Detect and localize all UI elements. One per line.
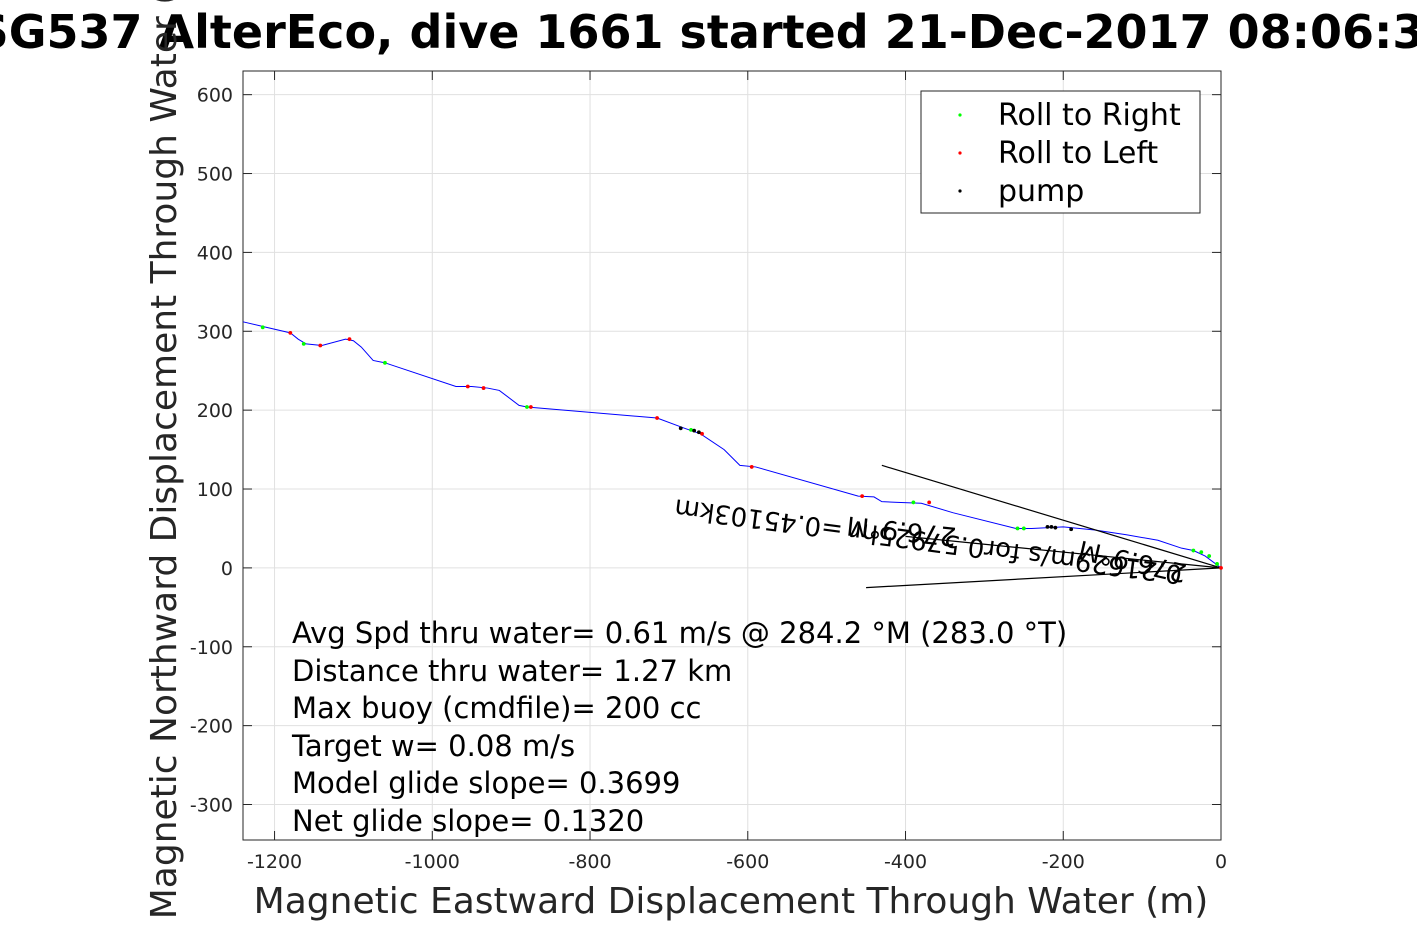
roll-right-point-9 bbox=[525, 405, 529, 409]
y-tick-label-2: -100 bbox=[190, 637, 233, 659]
x-tick-label-2: -800 bbox=[568, 851, 611, 873]
annotation-avg-speed: Avg Spd thru water= 0.61 m/s @ 284.2 °M … bbox=[292, 616, 1067, 650]
roll-right-point-11 bbox=[689, 427, 693, 432]
y-tick-label-4: 100 bbox=[197, 479, 233, 501]
roll-right-point-6 bbox=[911, 500, 916, 505]
annotation-line-1 bbox=[866, 567, 1222, 589]
annotation-distance: Distance thru water= 1.27 km bbox=[292, 654, 732, 688]
y-tick-label-3: 0 bbox=[221, 558, 233, 580]
points-layer bbox=[260, 325, 1223, 570]
annotation-net-glide: Net glide slope= 0.1320 bbox=[292, 804, 644, 838]
x-tick-label-5: -200 bbox=[1042, 851, 1085, 873]
pump-point-5 bbox=[692, 428, 697, 433]
pump-point-1 bbox=[1049, 524, 1054, 529]
y-tick-label-5: 200 bbox=[197, 400, 233, 422]
annotation-lines bbox=[866, 464, 1222, 589]
roll-left-point-2 bbox=[860, 494, 865, 499]
roll-left-point-9 bbox=[318, 343, 323, 348]
roll-left-point-8 bbox=[288, 330, 293, 335]
grid-lines bbox=[243, 71, 1222, 840]
annotation-target-w: Target w= 0.08 m/s bbox=[291, 729, 575, 763]
roll-right-point-8 bbox=[301, 341, 306, 346]
y-axis-label: Magnetic Northward Displacement Through … bbox=[144, 0, 185, 919]
pump-point-3 bbox=[1069, 527, 1074, 532]
x-tick-label-1: -1000 bbox=[405, 851, 460, 873]
x-axis-label: Magnetic Eastward Displacement Through W… bbox=[254, 881, 1209, 922]
legend-label-roll-left: Roll to Left bbox=[998, 136, 1158, 171]
roll-left-point-10 bbox=[700, 431, 704, 436]
y-tick-label-8: 500 bbox=[197, 164, 233, 186]
roll-left-point-7 bbox=[347, 337, 352, 342]
roll-left-point-5 bbox=[481, 386, 486, 390]
legend-marker-pump bbox=[958, 189, 962, 193]
roll-right-point-10 bbox=[260, 325, 265, 330]
axis-ticks: -1200 -1000 -800 -600 -400 -200 0-300-200-1000… bbox=[190, 71, 1227, 873]
roll-right-point-3 bbox=[1191, 548, 1196, 553]
pump-point-2 bbox=[1053, 525, 1058, 530]
y-tick-label-9: 600 bbox=[197, 85, 233, 107]
roll-right-point-1 bbox=[1207, 554, 1212, 558]
pump-point-4 bbox=[696, 430, 701, 435]
roll-right-point-7 bbox=[383, 360, 387, 365]
roll-left-point-3 bbox=[749, 465, 754, 469]
y-tick-label-7: 400 bbox=[197, 242, 233, 264]
roll-right-point-4 bbox=[1015, 526, 1020, 531]
roll-right-point-0 bbox=[1215, 562, 1219, 566]
y-tick-label-6: 300 bbox=[197, 321, 233, 343]
legend-box bbox=[920, 90, 1201, 214]
roll-right-point-5 bbox=[1021, 526, 1026, 531]
legend-label-pump: pump bbox=[998, 174, 1084, 209]
annotation-text: Avg Spd thru water= 0.61 m/s @ 284.2 °M … bbox=[291, 616, 1067, 838]
roll-right-point-2 bbox=[1199, 550, 1204, 555]
x-tick-label-4: -400 bbox=[884, 851, 927, 873]
legend: Roll to Right Roll to Left pump bbox=[920, 90, 1201, 214]
pump-point-6 bbox=[678, 426, 683, 431]
x-tick-label-3: -600 bbox=[726, 851, 769, 873]
axes-box bbox=[242, 70, 1222, 841]
legend-label-roll-right: Roll to Right bbox=[998, 98, 1181, 133]
annotation-max-buoy: Max buoy (cmdfile)= 200 cc bbox=[292, 691, 701, 725]
roll-left-point-1 bbox=[927, 500, 932, 505]
annotation-line-0 bbox=[881, 464, 1222, 569]
pump-point-0 bbox=[1045, 524, 1050, 529]
roll-left-point-4 bbox=[655, 416, 659, 420]
x-tick-label-0: -1200 bbox=[247, 851, 302, 873]
roll-left-point-0 bbox=[1219, 565, 1223, 570]
chart-title: SG537 AlterEco, dive 1661 started 21-Dec… bbox=[0, 5, 1417, 59]
x-tick-label-6: 0 bbox=[1215, 851, 1227, 873]
y-tick-label-0: -300 bbox=[190, 795, 233, 817]
annotation-line-2 bbox=[905, 535, 1222, 569]
legend-marker-roll-left bbox=[958, 151, 962, 155]
annotation-model-glide: Model glide slope= 0.3699 bbox=[292, 766, 680, 800]
y-tick-label-1: -200 bbox=[190, 716, 233, 738]
roll-left-point-11 bbox=[528, 405, 533, 409]
legend-marker-roll-right bbox=[958, 113, 962, 117]
roll-left-point-6 bbox=[465, 384, 470, 389]
